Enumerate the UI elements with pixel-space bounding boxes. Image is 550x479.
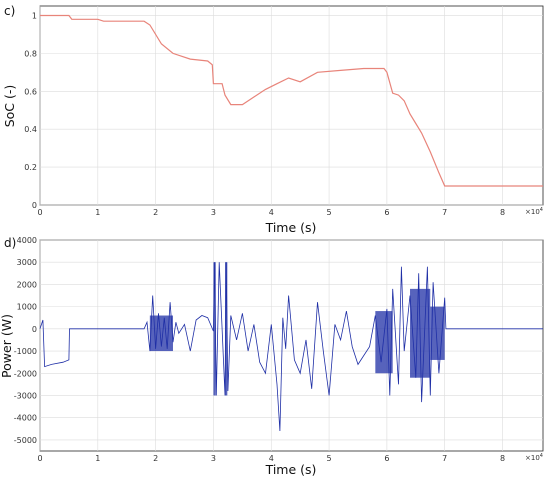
y-tick-label: -4000 <box>14 414 37 423</box>
power-x-exponent: ×104 <box>525 453 543 462</box>
panel-label-c: c) <box>4 4 15 18</box>
y-tick-label: 0 <box>32 201 37 210</box>
y-tick-label: 2000 <box>17 280 37 289</box>
y-tick-label: 1 <box>32 11 37 20</box>
panel-label-d: d) <box>4 236 16 250</box>
x-tick-label: 2 <box>153 208 158 217</box>
power-x-axis-label: Time (s) <box>265 462 317 477</box>
x-tick-label: 0 <box>37 208 42 217</box>
x-tick-label: 4 <box>269 454 274 463</box>
x-tick-label: 2 <box>153 454 158 463</box>
power-y-axis-label: Power (W) <box>0 314 14 378</box>
x-tick-label: 4 <box>269 208 274 217</box>
y-tick-label: 0.2 <box>24 163 37 172</box>
x-tick-label: 5 <box>327 208 332 217</box>
y-tick-label: 0 <box>32 325 37 334</box>
power-panel: d) 0 1 2 3 4 5 6 7 8 -5000 -4000 -3000 -2000 -1000 0 10… <box>0 236 544 477</box>
x-tick-label: 8 <box>500 208 505 217</box>
dense-signal-band <box>225 262 228 396</box>
y-tick-label: -5000 <box>14 436 37 445</box>
soc-panel: c) 0 1 2 3 4 5 6 7 8 0 0.2 0.4 0.6 0.8 1 ×104 Time (s)… <box>2 4 544 235</box>
power-plot-area <box>39 239 544 452</box>
dense-signal-band <box>375 311 393 374</box>
y-tick-label: 1000 <box>17 303 37 312</box>
y-tick-label: -2000 <box>14 369 37 378</box>
x-tick-label: 1 <box>95 454 100 463</box>
x-tick-label: 5 <box>327 454 332 463</box>
y-tick-label: 0.6 <box>24 87 37 96</box>
soc-grid <box>39 6 543 206</box>
x-tick-label: 0 <box>37 454 42 463</box>
x-tick-label: 1 <box>95 208 100 217</box>
soc-plot-area <box>39 5 544 206</box>
x-tick-label: 3 <box>211 454 216 463</box>
x-tick-label: 3 <box>211 208 216 217</box>
x-tick-label: 7 <box>442 454 447 463</box>
soc-x-axis-label: Time (s) <box>265 220 317 235</box>
y-tick-label: 3000 <box>17 258 37 267</box>
y-tick-label: 0.8 <box>24 49 37 58</box>
x-tick-label: 6 <box>384 454 389 463</box>
power-ticks: 0 1 2 3 4 5 6 7 8 -5000 -4000 -3000 -2000 -1000 0 1000 2… <box>14 236 505 463</box>
soc-series-line <box>40 14 543 187</box>
y-tick-label: -1000 <box>14 347 37 356</box>
y-tick-label: 4000 <box>17 236 37 245</box>
x-tick-label: 6 <box>384 208 389 217</box>
x-tick-label: 8 <box>500 454 505 463</box>
soc-ticks: 0 1 2 3 4 5 6 7 8 0 0.2 0.4 0.6 0.8 1 <box>24 11 505 217</box>
y-tick-label: 0.4 <box>24 125 37 134</box>
soc-x-exponent: ×104 <box>525 207 543 216</box>
x-tick-label: 7 <box>442 208 447 217</box>
y-tick-label: -3000 <box>14 391 37 400</box>
soc-y-axis-label: SoC (-) <box>2 85 17 128</box>
power-series-line <box>39 262 543 432</box>
dense-signal-band <box>213 262 216 396</box>
